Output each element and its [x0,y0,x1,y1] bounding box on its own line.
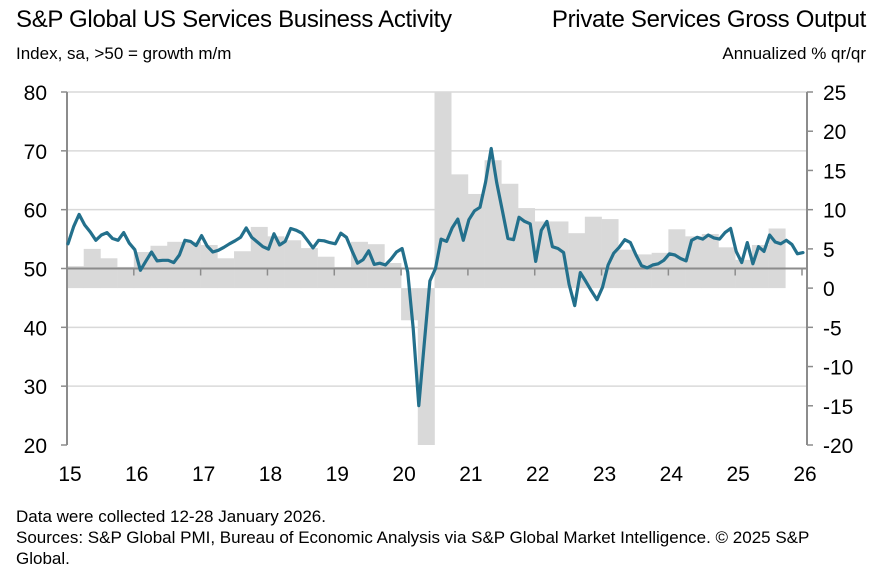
gross-output-bar [183,241,201,289]
right-axis-tick-label: 25 [823,82,846,105]
x-axis-tick-label: 19 [326,463,349,486]
gross-output-bar [284,240,302,289]
left-axis-tick-label: 30 [24,376,47,399]
gross-output-bar [751,244,769,289]
gross-output-bar [417,288,435,445]
gross-output-bar [217,258,235,289]
left-chart-title: S&P Global US Services Business Activity [16,6,452,33]
right-axis-tick-label: -10 [823,357,853,380]
pmi-line [66,146,805,408]
gross-output-bar [67,266,85,289]
gross-output-bar [685,236,703,289]
gross-output-bar [568,233,586,289]
left-axis-tick-label: 70 [24,141,47,164]
gross-output-bar [200,244,218,289]
right-axis-tick-label: -15 [823,396,853,419]
right-axis-tick-label: 20 [823,121,846,144]
right-chart-title: Private Services Gross Output [551,6,866,33]
x-axis-tick-label: 25 [727,463,750,486]
right-axis-tick-label: -20 [823,435,853,458]
x-axis-tick-label: 26 [793,463,816,486]
x-axis-tick-label: 21 [459,463,482,486]
x-axis-tick-label: 15 [58,463,81,486]
tick-labels: 20 30 40 50 60 70 80 -20 -15 -10 -5 0 5 10 15 20 25 15 16 1… [24,82,854,486]
left-axis-tick-label: 40 [24,317,47,340]
x-axis-tick-label: 17 [192,463,215,486]
x-axis-tick-label: 24 [660,463,684,486]
footer: Data were collected 12-28 January 2026. … [16,506,866,569]
x-axis-tick-label: 18 [259,463,282,486]
gross-output-bar [668,229,686,289]
right-axis-subtitle: Annualized % qr/qr [722,44,866,63]
gross-output-bar [701,233,719,289]
left-axis-tick-label: 80 [24,82,47,105]
right-axis-tick-label: -5 [823,317,842,340]
right-axis-tick-label: 10 [823,200,846,223]
x-axis-tick-label: 20 [392,463,415,486]
gross-output-bar [100,258,118,289]
axes [61,91,813,446]
sources-note: Sources: S&P Global PMI, Bureau of Econo… [16,528,810,568]
x-axis-tick-label: 16 [125,463,148,486]
gross-output-bar [250,226,268,289]
gross-output-bar [501,183,519,289]
gross-output-bar [117,266,135,289]
gross-output-bar [584,216,602,289]
gross-output-bar [551,221,569,289]
gross-output-bar [267,236,285,289]
left-axis-tick-label: 60 [24,200,47,223]
gross-output-bar [334,266,352,289]
gross-output-bar [234,251,252,289]
left-axis-subtitle: Index, sa, >50 = growth m/m [16,44,232,63]
data-collection-note: Data were collected 12-28 January 2026. [16,507,326,526]
left-axis-tick-label: 50 [24,259,47,282]
gross-output-bar [384,263,402,289]
gross-output-bar [317,256,335,289]
gross-output-bar [350,241,368,289]
gross-output-bar [735,259,753,289]
x-axis-tick-label: 22 [526,463,549,486]
x-axis-tick-label: 23 [593,463,616,486]
left-axis-tick-label: 20 [24,435,47,458]
right-axis-tick-label: 5 [823,239,835,262]
right-axis-tick-label: 0 [823,278,835,301]
chart: 20 30 40 50 60 70 80 -20 -15 -10 -5 0 5 10 15 20 25 15 16 1… [24,82,854,486]
right-axis-tick-label: 15 [823,160,846,183]
